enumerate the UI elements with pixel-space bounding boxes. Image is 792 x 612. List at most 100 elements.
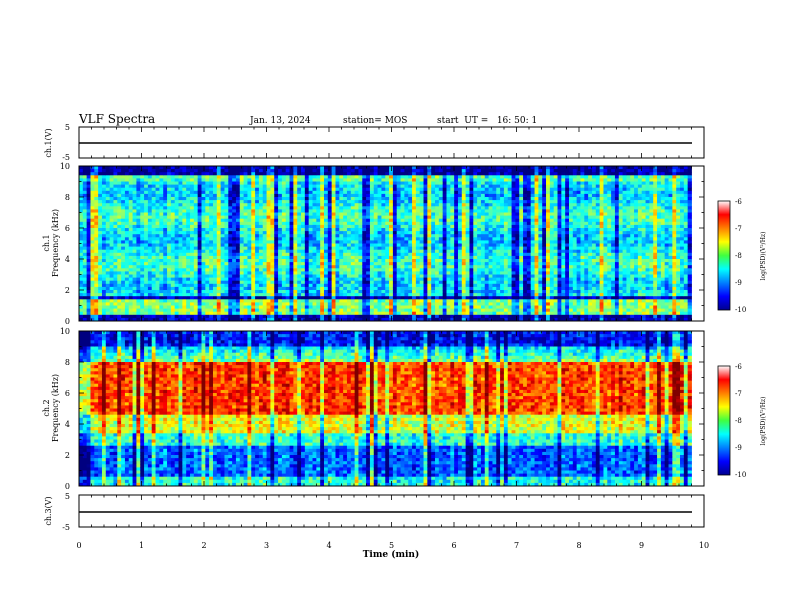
spectrogram-cell xyxy=(343,255,348,260)
spectrogram-cell xyxy=(400,262,405,266)
spectrogram-cell xyxy=(243,283,248,288)
spectrogram-cell xyxy=(308,237,313,241)
start-time-label: start UT = 16: 50: 1 xyxy=(437,116,537,126)
spectrogram-cell xyxy=(216,181,222,185)
spectrogram-cell xyxy=(358,265,363,269)
spectrogram-cell xyxy=(121,262,126,266)
spectrogram-cell xyxy=(293,305,298,309)
spectrogram-cell xyxy=(247,286,252,291)
spectrogram-cell xyxy=(320,218,325,223)
spectrogram-cell xyxy=(327,262,333,266)
spectrogram-cell xyxy=(167,240,172,244)
spectrogram-cell xyxy=(438,200,444,204)
spectrogram-cell xyxy=(251,286,256,291)
spectrogram-cell xyxy=(82,197,88,201)
spectrogram-cell xyxy=(369,218,375,223)
spectrogram-cell xyxy=(94,283,99,288)
spectrogram-cell xyxy=(331,187,336,192)
spectrogram-cell xyxy=(404,184,409,189)
spectrogram-cell xyxy=(205,224,210,229)
spectrogram-cell xyxy=(408,262,413,266)
spectrogram-cell xyxy=(293,234,298,238)
spectrogram-cell xyxy=(262,181,267,185)
spectrogram-cell xyxy=(186,255,191,260)
spectrogram-cell xyxy=(113,259,118,263)
spectrogram-cell xyxy=(144,169,149,173)
spectrogram-cell xyxy=(408,274,413,278)
spectrogram-cell xyxy=(121,280,126,285)
spectrogram-cell xyxy=(174,184,179,189)
spectrogram-cell xyxy=(117,262,122,266)
spectrogram-cell xyxy=(404,252,409,257)
spectrogram-cell xyxy=(373,172,378,176)
spectrogram-cell xyxy=(144,308,149,313)
spectrogram-cell xyxy=(79,206,84,210)
spectrogram-cell xyxy=(450,283,455,288)
spectrogram-cell xyxy=(144,166,149,170)
spectrogram-cell xyxy=(301,181,306,185)
spectrogram-cell xyxy=(278,252,283,257)
spectrogram-cell xyxy=(366,293,371,297)
spectrogram-cell xyxy=(450,178,455,182)
spectrogram-cell xyxy=(366,193,371,198)
spectrogram-cell xyxy=(369,299,375,303)
spectrogram-cell xyxy=(144,190,149,195)
spectrogram-cell xyxy=(454,209,459,213)
spectrogram-cell xyxy=(362,172,367,176)
spectrogram-cell xyxy=(216,274,222,278)
spectrogram-cell xyxy=(182,240,187,244)
spectrogram-cell xyxy=(197,311,202,316)
spectrogram-cell xyxy=(435,218,440,223)
spectrogram-cell xyxy=(216,280,222,285)
spectrogram-cell xyxy=(178,212,183,216)
spectrogram-cell xyxy=(201,265,206,269)
spectrogram-cell xyxy=(427,299,432,303)
spectrogram-cell xyxy=(232,228,237,232)
spectrogram-cell xyxy=(79,240,84,244)
spectrogram-cell xyxy=(212,259,218,263)
spectrogram-cell xyxy=(423,249,428,254)
spectrogram-cell xyxy=(147,212,153,216)
spectrogram-cell xyxy=(423,271,428,275)
spectrogram-cell xyxy=(346,280,352,285)
spectrogram-cell xyxy=(427,215,432,220)
spectrogram-cell xyxy=(140,206,145,210)
spectrogram-cell xyxy=(457,184,463,189)
spectrogram-cell xyxy=(216,169,222,173)
spectrogram-cell xyxy=(186,224,191,229)
spectrogram-cell xyxy=(163,187,168,192)
spectrogram-cell xyxy=(121,274,126,278)
spectrogram-cell xyxy=(178,172,183,176)
spectrogram-cell xyxy=(419,311,424,316)
spectrogram-cell xyxy=(316,240,321,244)
spectrogram-cell xyxy=(147,293,153,297)
spectrogram-cell xyxy=(239,197,245,201)
spectrogram-cell xyxy=(155,299,160,303)
spectrogram-cell xyxy=(209,209,214,213)
spectrogram-cell xyxy=(327,274,333,278)
spectrogram-cell xyxy=(255,290,260,294)
spectrogram-cell xyxy=(419,221,424,226)
spectrogram-cell xyxy=(346,184,352,189)
spectrogram-cell xyxy=(94,286,99,291)
spectrogram-cell xyxy=(251,218,256,223)
spectrogram-cell xyxy=(220,293,225,297)
spectrogram-cell xyxy=(132,243,137,247)
spectrogram-cell xyxy=(151,169,156,173)
spectrogram-cell xyxy=(239,280,245,285)
spectrogram-cell xyxy=(174,314,179,319)
spectrogram-cell xyxy=(79,190,84,195)
spectrogram-cell xyxy=(339,274,344,278)
spectrogram-cell xyxy=(293,200,298,204)
spectrogram-cell xyxy=(389,265,394,269)
spectrogram-cell xyxy=(193,197,199,201)
spectrogram-cell xyxy=(324,221,329,226)
spectrogram-cell xyxy=(343,305,348,309)
spectrogram-cell xyxy=(243,305,248,309)
spectrogram-cell xyxy=(197,218,202,223)
spectrogram-cell xyxy=(304,178,310,182)
spectrogram-cell xyxy=(258,262,264,266)
spectrogram-cell xyxy=(228,175,233,179)
spectrogram-cell xyxy=(228,280,233,285)
spectrogram-cell xyxy=(308,252,313,257)
